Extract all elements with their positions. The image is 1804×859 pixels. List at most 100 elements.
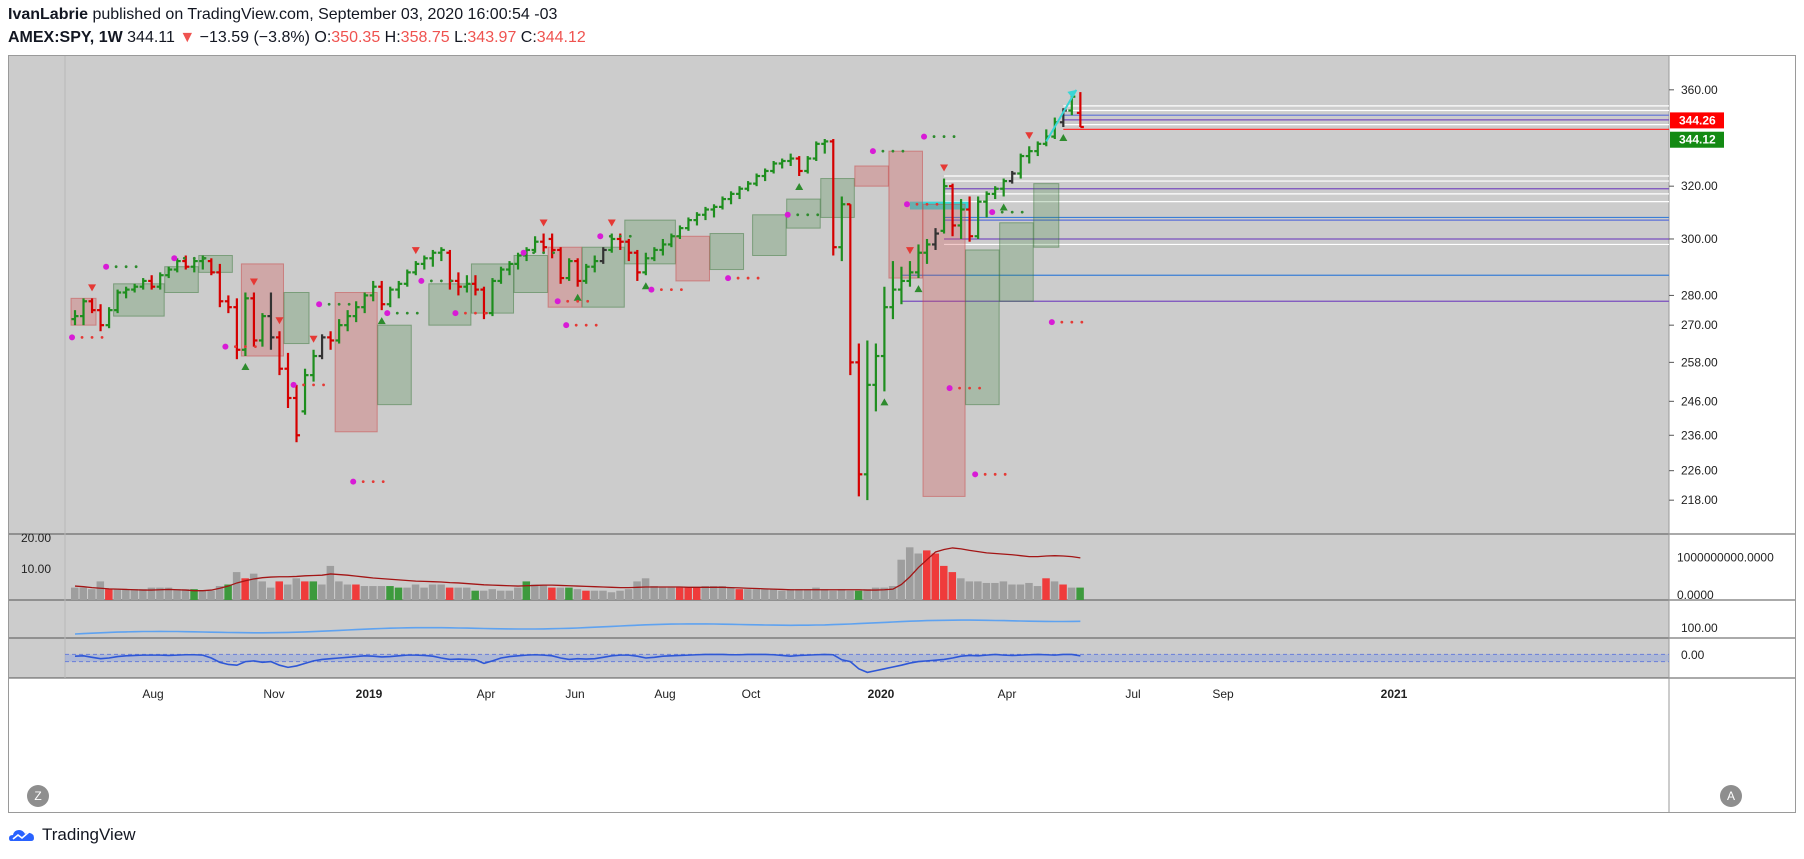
volume-bar	[923, 550, 931, 600]
volume-bar	[88, 589, 96, 600]
pivot-dot	[660, 288, 663, 291]
bullish-zone-box	[164, 266, 199, 293]
volume-bar	[292, 578, 301, 600]
volume-bar	[505, 590, 514, 600]
volume-bar	[522, 581, 531, 600]
volume-bar	[837, 589, 846, 600]
up-triangle-marker	[641, 282, 650, 290]
indicator-tick-label: 100.00	[1681, 621, 1718, 635]
pivot-dot	[90, 335, 94, 339]
volume-bar	[548, 587, 556, 600]
volume-bar	[897, 559, 905, 600]
pivot-dot	[942, 135, 946, 138]
low-value: 343.97	[467, 29, 517, 46]
up-triangle-marker	[795, 183, 804, 191]
volume-bar	[718, 586, 727, 600]
pivot-marker	[972, 471, 979, 478]
price-label-bg	[1670, 131, 1724, 148]
volume-bar	[514, 587, 522, 600]
up-triangle-marker	[377, 317, 386, 325]
volume-bar	[326, 565, 335, 600]
down-triangle-marker	[88, 284, 97, 292]
symbol-title[interactable]: AMEX:SPY, 1W	[8, 29, 123, 46]
pivot-marker	[103, 263, 110, 270]
pivot-dot	[395, 311, 399, 315]
pivot-dot	[680, 288, 683, 291]
volume-bar	[820, 589, 829, 600]
pivot-dot	[756, 276, 760, 280]
pivot-dot	[244, 345, 247, 349]
pivot-dot	[464, 311, 467, 315]
zoom-reset-button[interactable]: Z	[27, 785, 49, 807]
pivot-marker	[904, 201, 910, 208]
volume-bar	[249, 573, 258, 600]
volume-bar	[1025, 582, 1033, 600]
price-tick-label: 226.00	[1681, 464, 1718, 478]
pivot-marker	[725, 275, 732, 282]
rsi-line	[74, 653, 1081, 674]
pivot-dot	[405, 311, 409, 315]
volume-bar	[369, 586, 377, 600]
tradingview-brand[interactable]: TradingView	[8, 825, 136, 845]
volume-bar	[633, 581, 641, 600]
open-label: O:	[314, 29, 332, 46]
pivot-marker	[869, 148, 876, 155]
tradingview-logo-icon	[9, 830, 34, 841]
pivot-dot	[746, 276, 750, 280]
volume-bar	[488, 589, 496, 600]
pivot-dot	[415, 311, 419, 315]
chart-frame[interactable]: 360.00 320.00 300.00 280.00 270.00 258.00 246.…	[8, 55, 1796, 813]
volume-bar	[411, 584, 420, 600]
volume-bar	[999, 581, 1008, 600]
volume-bar	[335, 581, 343, 600]
pivot-dot	[134, 265, 138, 269]
pivot-dot	[932, 135, 936, 138]
pivot-dot	[935, 202, 939, 206]
pivot-dot	[925, 202, 929, 206]
trend-arrow	[1045, 89, 1078, 142]
author-name[interactable]: IvanLabrie	[8, 6, 89, 23]
pivot-marker	[520, 249, 527, 256]
volume-bar	[905, 547, 914, 600]
pivot-marker	[290, 381, 297, 388]
pivot-dot	[371, 480, 375, 484]
auto-scale-button[interactable]: A	[1720, 785, 1742, 807]
time-tick-label: Apr	[477, 687, 496, 701]
pivot-dot	[901, 149, 905, 153]
volume-bar	[1050, 581, 1059, 600]
volume-bar	[965, 581, 974, 600]
pivot-dot	[586, 299, 590, 303]
volume-bar	[957, 578, 965, 600]
bullish-zone-box	[428, 283, 472, 326]
volume-bar	[914, 553, 922, 600]
pivot-marker	[563, 322, 570, 329]
volume-bar	[607, 592, 616, 600]
chart-canvas[interactable]: 360.00 320.00 300.00 280.00 270.00 258.00 246.…	[9, 56, 1796, 813]
volume-bar	[71, 587, 79, 600]
time-tick-label: Apr	[998, 687, 1017, 701]
volume-bar	[778, 590, 786, 600]
down-triangle-marker	[411, 247, 420, 255]
pivot-dot	[552, 251, 555, 255]
volume-bar	[982, 582, 991, 600]
pivot-dot	[449, 279, 453, 283]
volume-bar	[275, 581, 283, 600]
pivot-dot	[574, 323, 578, 327]
volume-bar	[974, 581, 982, 600]
pivot-marker	[989, 209, 996, 216]
volume-bar	[241, 578, 249, 600]
time-tick-label: Aug	[142, 687, 163, 701]
pivot-dot	[347, 302, 351, 306]
volume-bar	[318, 584, 326, 600]
rsi-band	[65, 654, 1669, 662]
pivot-dot	[327, 302, 331, 306]
pivot-marker	[554, 298, 561, 305]
volume-bar	[991, 582, 999, 600]
pivot-marker	[648, 286, 655, 293]
price-label-bg	[1670, 112, 1724, 129]
volume-bar	[710, 586, 718, 600]
volume-bar	[1008, 584, 1016, 600]
pivot-dot	[80, 335, 84, 339]
volume-bar	[258, 581, 266, 600]
volume-bar	[79, 587, 88, 600]
